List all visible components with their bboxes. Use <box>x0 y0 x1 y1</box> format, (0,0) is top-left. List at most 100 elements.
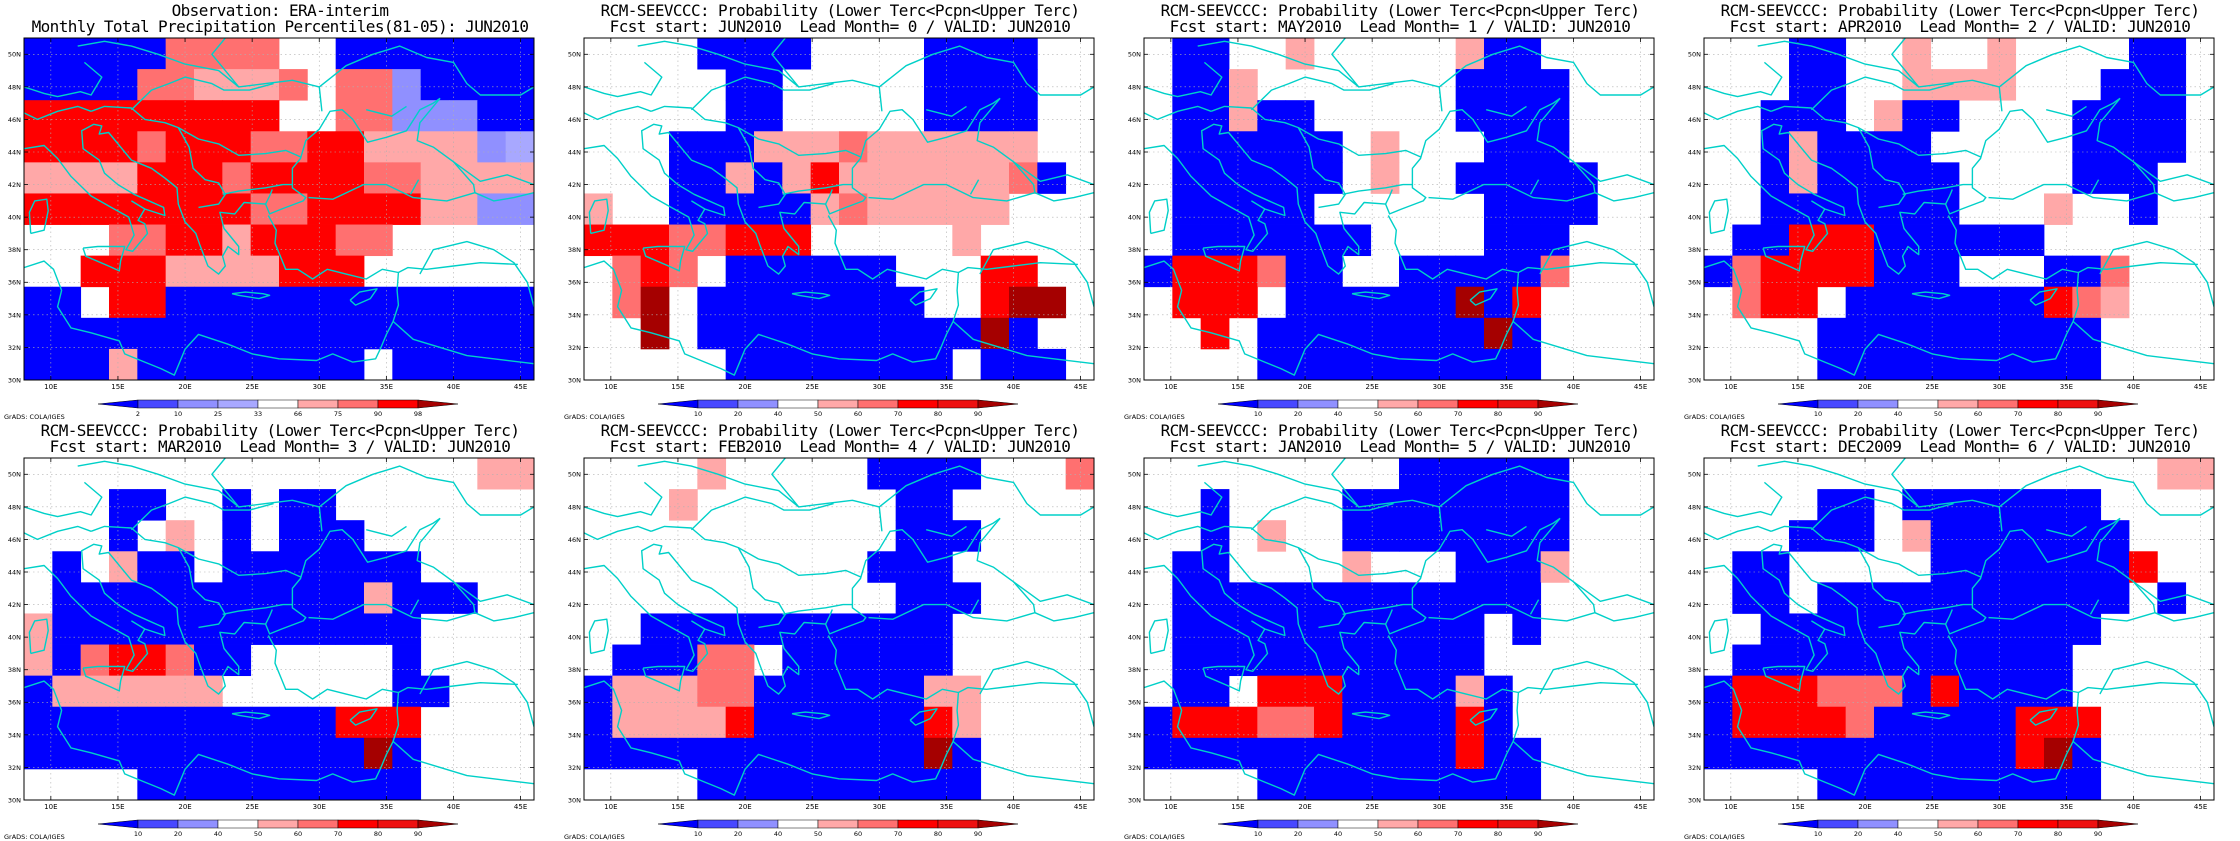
lon-tick-label: 35E <box>2060 383 2073 391</box>
lat-tick-label: 48N <box>568 83 581 91</box>
grid-cell <box>279 706 308 739</box>
grid-cell <box>194 286 223 319</box>
grid-cell <box>1512 768 1542 800</box>
grid-cell <box>1484 193 1513 225</box>
color-bar-swatch <box>137 399 179 409</box>
grid-cell <box>669 737 698 770</box>
grid-cell <box>1427 675 1457 708</box>
lat-tick-label: 30N <box>568 796 581 804</box>
grid-cell <box>697 131 727 163</box>
grid-cell <box>1257 675 1287 708</box>
grid-cell <box>697 737 727 770</box>
grid-cell <box>1455 317 1485 350</box>
grid-cell <box>1959 224 1988 257</box>
lat-tick-label: 30N <box>1128 376 1141 384</box>
grid-cell <box>1455 489 1485 521</box>
grid-cell <box>1902 582 1932 614</box>
grid-cell <box>364 162 393 194</box>
grid-cell <box>810 768 840 800</box>
grid-cell <box>109 706 138 739</box>
grid-cell <box>420 317 450 350</box>
grid-cell <box>725 224 755 257</box>
gridlines <box>1144 458 1654 800</box>
grid-cell <box>307 131 337 163</box>
grid-cell <box>1789 675 1818 708</box>
grid-cell <box>477 131 507 163</box>
grid-cell <box>137 551 167 583</box>
grid-cell <box>1959 613 1988 645</box>
grid-cell <box>1732 286 1762 319</box>
grid-cell <box>1200 131 1230 163</box>
grid-cell <box>1427 255 1457 288</box>
color-bar-label: 40 <box>774 410 782 418</box>
lat-tick-label: 34N <box>568 311 581 319</box>
grid-cell <box>810 706 840 739</box>
grid-cell <box>335 224 365 257</box>
color-bar-swatch <box>1897 819 1939 829</box>
grid-cell <box>2072 768 2102 800</box>
map-frame <box>23 457 535 801</box>
color-bar-swatch <box>1337 399 1379 409</box>
grid-cell <box>1732 582 1762 614</box>
grid-cell <box>222 737 252 770</box>
grid-cell <box>1817 675 1847 708</box>
grid-cell <box>1540 255 1570 288</box>
grid-cell <box>505 162 534 194</box>
grid-cell <box>222 348 252 380</box>
grid-cell <box>924 706 953 739</box>
grid-cell <box>1760 224 1790 257</box>
grid-cell <box>2157 131 2187 163</box>
color-bar-swatch <box>937 819 979 829</box>
grid-cell <box>1987 644 2017 677</box>
grid-cell <box>1399 737 1428 770</box>
grid-cell <box>1314 255 1343 288</box>
gridlines <box>24 458 534 800</box>
grid-cell <box>165 551 195 583</box>
grid-cell <box>80 162 110 194</box>
lon-tick-label: 25E <box>245 803 258 811</box>
grid-cell <box>80 69 110 101</box>
grid-cell <box>1845 131 1875 163</box>
grid-cell <box>279 69 308 101</box>
color-bar-label: 50 <box>814 830 822 838</box>
grid-cell <box>392 193 422 225</box>
grid-cell <box>1399 317 1428 350</box>
color-bar-swatch <box>1817 399 1859 409</box>
color-bar: 10 20 40 50 60 70 80 90 <box>1777 819 2139 838</box>
color-bar-swatch <box>1257 819 1299 829</box>
grid-cell <box>1902 131 1932 163</box>
grid-cell <box>1065 458 1094 490</box>
grid-cell <box>109 286 138 319</box>
grid-cell <box>52 737 82 770</box>
grid-cell <box>782 255 812 288</box>
grid-cell <box>697 613 727 645</box>
grid-cell <box>839 675 868 708</box>
grid-cell <box>754 286 783 319</box>
grid-cell <box>839 193 868 225</box>
grid-cell <box>1009 100 1038 132</box>
gridlines <box>24 38 534 380</box>
grid-cell <box>1009 38 1038 70</box>
grid-cell <box>895 737 925 770</box>
grid-cell <box>1314 706 1343 739</box>
lat-tick-label: 30N <box>1688 796 1701 804</box>
grid-cell <box>392 348 422 380</box>
grid-cell <box>109 737 138 770</box>
grid-cell <box>2129 162 2158 194</box>
color-bar: 10 20 40 50 60 70 80 90 <box>1777 399 2139 418</box>
grid-cell <box>222 255 252 288</box>
color-bar-label: 10 <box>174 410 182 418</box>
grid-cell <box>1257 613 1287 645</box>
panel-title-line2: Monthly Total Precipitation Percentiles(… <box>31 17 529 36</box>
color-bar-swatch <box>1297 399 1339 409</box>
lat-tick-label: 48N <box>1688 83 1701 91</box>
grid-cell <box>1285 675 1315 708</box>
map-panel-lead4: RCM-SEEVCCC: Probability (Lower Terc<Pcp… <box>560 420 1120 841</box>
grid-cell <box>364 286 393 319</box>
grid-cell <box>2072 582 2102 614</box>
grid-cell <box>924 458 953 490</box>
grid-cell <box>1874 100 1903 132</box>
grid-cell <box>279 613 308 645</box>
grid-cell <box>1874 348 1903 380</box>
grid-cell <box>810 131 840 163</box>
